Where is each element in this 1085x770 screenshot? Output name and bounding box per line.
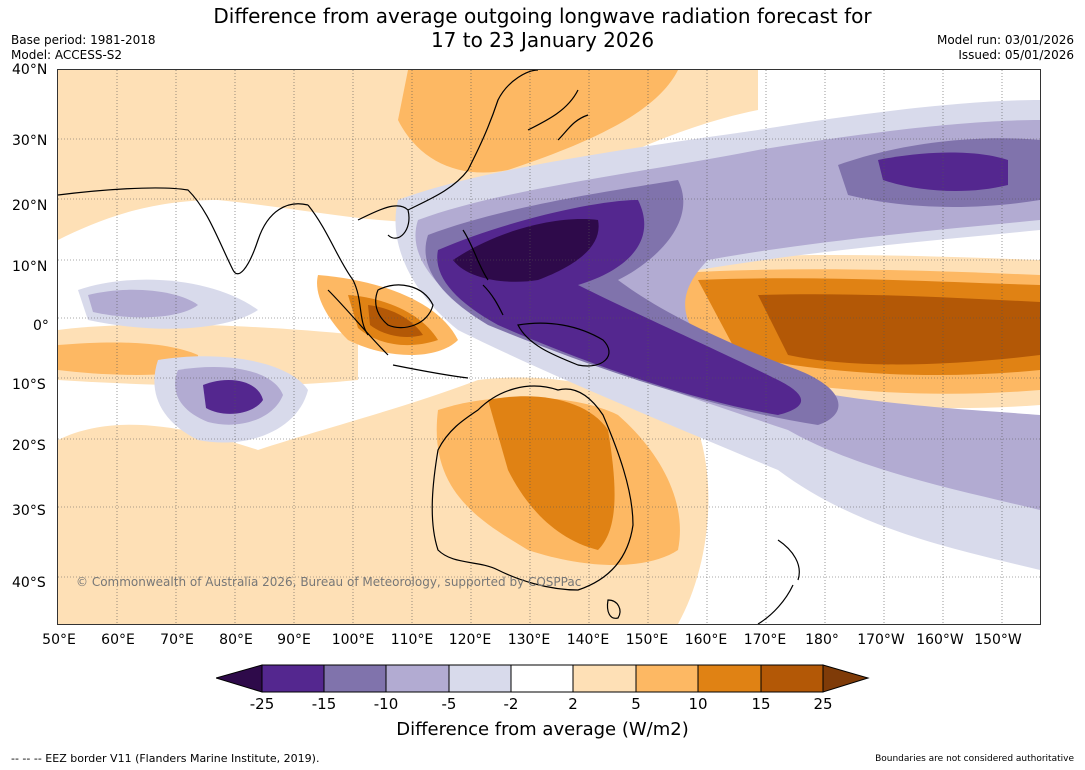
lat-label: 40°N: [12, 62, 48, 78]
title-line-2: 17 to 23 January 2026: [430, 28, 655, 52]
map-title: Difference from average outgoing longwav…: [0, 4, 1085, 52]
lat-label: 20°N: [12, 198, 48, 214]
colorbar-tick: -5: [441, 695, 457, 713]
anomaly-neg-indian-strong: [203, 380, 263, 414]
colorbar-tick: -10: [373, 695, 399, 713]
lon-label: 170°W: [857, 632, 905, 648]
base-period: Base period: 1981-2018: [11, 33, 156, 47]
lon-label: 60°E: [101, 632, 135, 648]
colorbar-bin: [760, 664, 824, 693]
colorbar-bin: [323, 664, 387, 693]
lat-label: 10°S: [12, 377, 46, 393]
copyright-notice: © Commonwealth of Australia 2026, Bureau…: [76, 575, 582, 589]
lon-label: 150°E: [625, 632, 669, 648]
lon-label: 80°E: [219, 632, 253, 648]
lon-label: 120°E: [448, 632, 492, 648]
anomaly-pos-australia-core: [488, 396, 615, 550]
coast-tasmania: [606, 599, 621, 619]
colorbar-min-arrow: [216, 664, 263, 693]
lon-label: 50°E: [42, 632, 76, 648]
coast-sumatra: [327, 289, 389, 356]
coast-borneo: [375, 284, 434, 329]
colorbar-bin: [385, 664, 450, 693]
colorbar-max-arrow: [822, 664, 870, 693]
lon-label: 130°E: [507, 632, 551, 648]
colorbar: [216, 664, 870, 693]
lon-label: 170°E: [743, 632, 787, 648]
colorbar-bin: [697, 664, 762, 693]
olr-anomaly-map[interactable]: [57, 69, 1041, 625]
colorbar-bin: [572, 664, 637, 693]
issued-date: Issued: 05/01/2026: [958, 48, 1074, 62]
colorbar-tick: 10: [688, 695, 708, 713]
lat-label: 0°: [33, 318, 49, 334]
colorbar-bin: [635, 664, 699, 693]
lon-label: 90°E: [277, 632, 311, 648]
anomaly-neg-indian-light: [88, 289, 198, 318]
lat-label: 30°N: [12, 133, 48, 149]
lat-label: 20°S: [12, 438, 46, 454]
title-line-1: Difference from average outgoing longwav…: [213, 4, 872, 28]
anomaly-neg-pacific-max: [453, 219, 599, 282]
lon-label: 110°E: [390, 632, 434, 648]
eez-note: -- -- -- EEZ border V11 (Flanders Marine…: [11, 752, 320, 765]
lat-label: 10°N: [12, 259, 48, 275]
lat-label: 30°S: [12, 503, 46, 519]
lon-label: 70°E: [160, 632, 194, 648]
coast-india: [58, 187, 309, 275]
lon-label: 140°E: [566, 632, 610, 648]
colorbar-label: Difference from average (W/m2): [396, 719, 689, 740]
lat-label: 40°S: [12, 575, 46, 591]
colorbar-tick: 25: [813, 695, 833, 713]
colorbar-bin: [448, 664, 512, 693]
colorbar-tick: 15: [751, 695, 771, 713]
lon-label: 160°E: [684, 632, 728, 648]
coast-china: [407, 70, 539, 211]
coast-new-guinea: [517, 322, 610, 367]
model-run: Model run: 03/01/2026: [936, 33, 1074, 47]
colorbar-tick: 2: [568, 695, 578, 713]
meta-left: Base period: 1981-2018 Model: ACCESS-S2: [11, 33, 156, 63]
coast-philippines: [462, 229, 504, 316]
anomaly-pos-east-asia: [398, 70, 678, 173]
colorbar-tick: 5: [631, 695, 641, 713]
colorbar-tick: -15: [311, 695, 337, 713]
anomaly-neg-north-pacific-strong: [878, 152, 1008, 192]
colorbar-bin: [510, 664, 574, 693]
lon-label: 100°E: [331, 632, 375, 648]
map-canvas: [58, 70, 1040, 624]
meta-right: Model run: 03/01/2026 Issued: 05/01/2026: [937, 33, 1074, 63]
lon-label: 160°W: [916, 632, 964, 648]
colorbar-bin: [261, 664, 325, 693]
coast-new-zealand: [757, 539, 800, 624]
colorbar-tick: -25: [249, 695, 275, 713]
boundary-disclaimer: Boundaries are not considered authoritat…: [875, 754, 1074, 764]
lon-label: 180°: [805, 632, 839, 648]
anomaly-pos-pacific-max: [758, 294, 1040, 365]
coastlines: [58, 70, 800, 624]
coast-java: [392, 364, 469, 379]
model-name: Model: ACCESS-S2: [11, 48, 123, 62]
colorbar-tick: -2: [503, 695, 519, 713]
anomaly-pos-maritime-max: [368, 305, 423, 337]
lon-label: 150°W: [974, 632, 1022, 648]
coast-japan: [527, 89, 589, 141]
coast-australia: [431, 385, 634, 591]
graticule: [58, 70, 1040, 624]
